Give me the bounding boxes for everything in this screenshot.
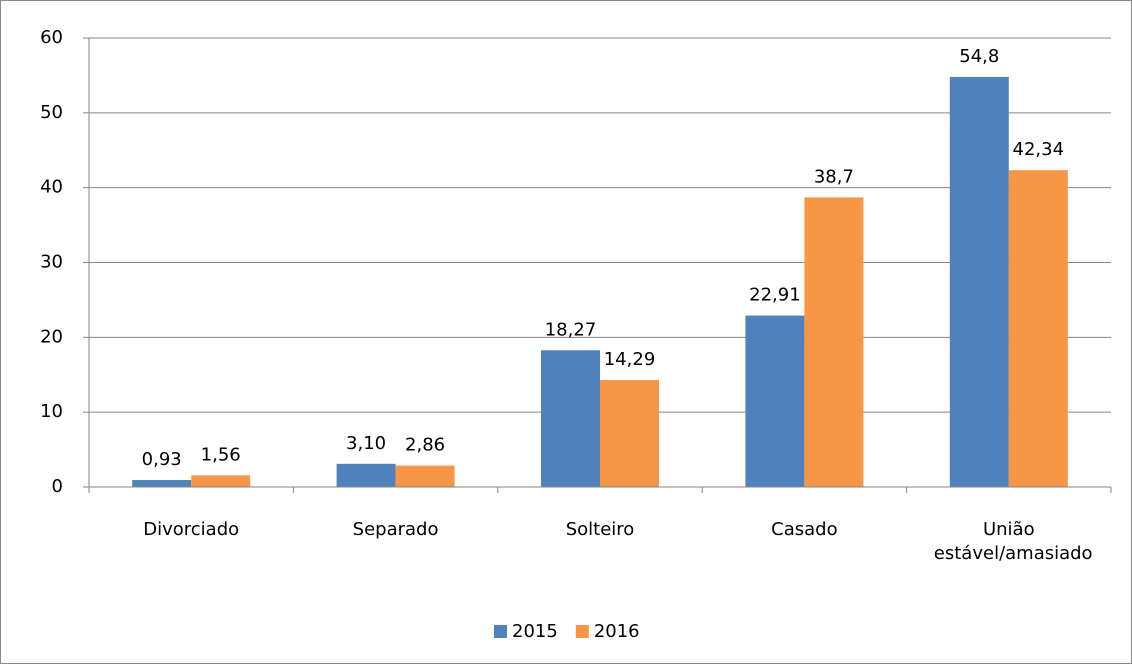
y-tick-label: 20 <box>40 326 63 347</box>
bar <box>804 197 864 487</box>
y-tick-label: 40 <box>40 177 63 198</box>
y-tick-label: 10 <box>40 401 63 422</box>
bar <box>1008 170 1068 487</box>
legend-swatch <box>575 625 589 638</box>
bar <box>191 475 251 487</box>
bar <box>132 480 192 487</box>
y-tick-label: 60 <box>40 27 63 48</box>
value-label: 42,34 <box>1013 139 1065 160</box>
x-tick-label: Solteiro <box>565 519 635 540</box>
x-tick-label: Separado <box>352 519 439 540</box>
legend-label: 2015 <box>512 621 558 642</box>
legend-label: 2016 <box>594 621 640 642</box>
bar <box>949 76 1009 487</box>
bar <box>745 315 805 487</box>
bar <box>600 380 659 487</box>
x-tick-label: Casado <box>771 519 838 540</box>
value-label: 38,7 <box>814 166 854 187</box>
value-label: 1,56 <box>201 444 241 465</box>
value-label: 22,91 <box>749 285 801 306</box>
value-label: 14,29 <box>604 349 656 370</box>
bar <box>336 463 396 487</box>
value-label: 0,93 <box>142 449 182 470</box>
y-tick-label: 0 <box>52 476 63 497</box>
y-tick-label: 30 <box>40 252 63 273</box>
value-label: 54,8 <box>959 46 999 67</box>
value-label: 18,27 <box>545 319 597 340</box>
x-tick-label: Divorciado <box>143 519 240 540</box>
value-label: 3,10 <box>346 433 386 454</box>
value-label: 2,86 <box>405 435 445 456</box>
bar <box>541 350 600 487</box>
bar <box>395 465 455 487</box>
y-tick-label: 50 <box>40 102 63 123</box>
legend-swatch <box>494 625 507 638</box>
x-tick-label: União estável/amasiado <box>933 519 1093 564</box>
